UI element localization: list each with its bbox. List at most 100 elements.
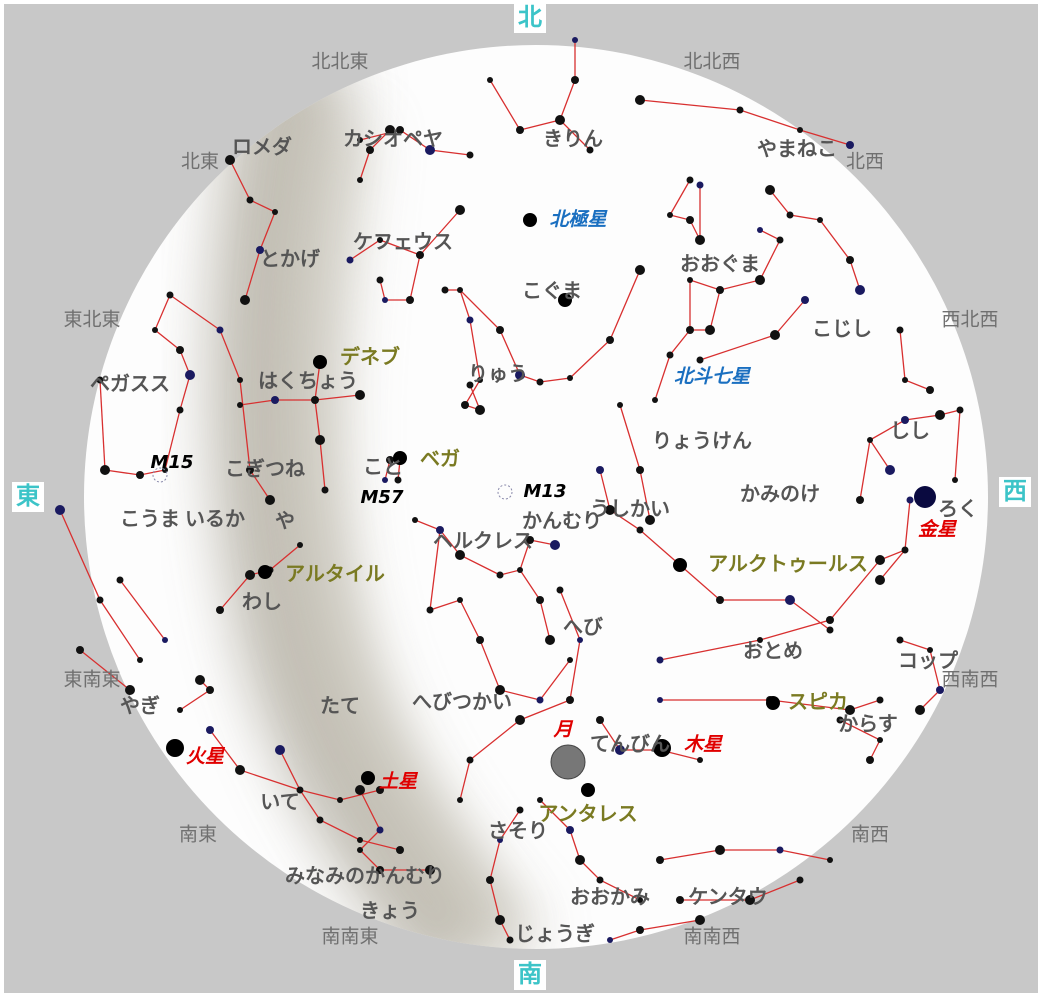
cardinal-direction: 北	[518, 3, 542, 31]
star	[846, 141, 854, 149]
star	[705, 325, 715, 335]
constellation-label: さそり	[488, 819, 548, 843]
planet-label: 土星	[379, 771, 419, 793]
star	[376, 276, 384, 284]
planet-venus	[914, 486, 936, 508]
constellation-line	[119, 579, 166, 641]
star-name: アンタレス	[538, 802, 637, 826]
star	[736, 106, 744, 114]
constellation-label: ろく	[938, 497, 978, 521]
star	[475, 405, 485, 415]
star	[515, 715, 525, 725]
star	[656, 856, 664, 864]
star	[636, 466, 644, 474]
star	[116, 576, 124, 584]
star	[566, 696, 574, 704]
star	[596, 876, 604, 884]
direction-label: 北東	[181, 151, 219, 173]
bright-star	[673, 558, 687, 572]
star	[901, 546, 909, 554]
constellation-label: てんびん	[590, 732, 670, 756]
bright-star	[393, 451, 407, 465]
star	[125, 685, 135, 695]
star	[606, 336, 614, 344]
deep-sky-label: M57	[361, 487, 404, 508]
star	[572, 37, 578, 43]
star	[225, 155, 235, 165]
star	[455, 205, 465, 215]
star	[357, 837, 363, 843]
star	[666, 351, 674, 359]
star	[396, 126, 404, 134]
star	[486, 876, 494, 884]
star	[195, 675, 205, 685]
star	[382, 477, 388, 483]
star	[396, 846, 404, 854]
constellation-line	[349, 209, 461, 261]
planet-saturn	[361, 771, 375, 785]
moon	[550, 744, 586, 780]
star	[176, 406, 184, 414]
asterism-label: 北斗七星	[674, 366, 752, 388]
planet-label: 火星	[186, 746, 226, 768]
star	[877, 737, 883, 743]
star	[487, 77, 493, 83]
constellation-line	[79, 649, 131, 691]
asterism-label: 北極星	[549, 209, 608, 231]
star	[866, 756, 874, 764]
star	[477, 377, 483, 383]
star	[846, 256, 854, 264]
star	[416, 251, 424, 259]
constellation-label: ペガスス	[90, 372, 170, 396]
star	[516, 126, 524, 134]
star	[901, 416, 909, 424]
bright-star	[766, 696, 780, 710]
constellation-line	[659, 849, 831, 861]
star	[136, 471, 144, 479]
cardinal-direction: 西	[1003, 477, 1027, 505]
star	[657, 697, 663, 703]
star	[497, 837, 503, 843]
star	[376, 786, 384, 794]
planet-label: 金星	[918, 519, 958, 541]
direction-label: 北西	[846, 151, 884, 173]
star	[676, 896, 684, 904]
star	[315, 435, 325, 445]
star	[906, 496, 914, 504]
star	[376, 826, 384, 834]
star	[845, 705, 855, 715]
constellation-label: おおぐま	[680, 252, 760, 276]
constellation-label: ケフェウス	[353, 230, 453, 254]
star	[826, 616, 834, 624]
star	[206, 686, 214, 694]
star	[394, 476, 402, 484]
star	[935, 410, 945, 420]
star	[915, 705, 925, 715]
star	[786, 211, 794, 219]
star	[635, 95, 645, 105]
star	[586, 146, 594, 154]
star	[755, 275, 765, 285]
star	[770, 330, 780, 340]
star	[240, 295, 250, 305]
direction-label: 東北東	[63, 309, 120, 331]
star	[516, 806, 524, 814]
direction-label: 南東	[179, 824, 217, 846]
direction-label: 南西	[851, 824, 889, 846]
constellation-label: や	[275, 509, 295, 533]
star	[425, 145, 435, 155]
cardinal-direction: 南	[518, 960, 542, 988]
constellation-label: りゅう	[468, 362, 528, 386]
star	[596, 716, 604, 724]
star	[412, 517, 418, 523]
star	[496, 571, 504, 579]
star	[185, 370, 195, 380]
star	[376, 866, 384, 874]
star	[495, 685, 505, 695]
constellation-label: うしかい	[590, 497, 670, 521]
star	[357, 177, 363, 183]
constellation-label: ケンタウ	[688, 885, 767, 909]
deep-sky-label: M15	[151, 452, 194, 473]
deep-sky-object	[152, 467, 168, 483]
constellation-label: へびつかい	[412, 690, 512, 714]
